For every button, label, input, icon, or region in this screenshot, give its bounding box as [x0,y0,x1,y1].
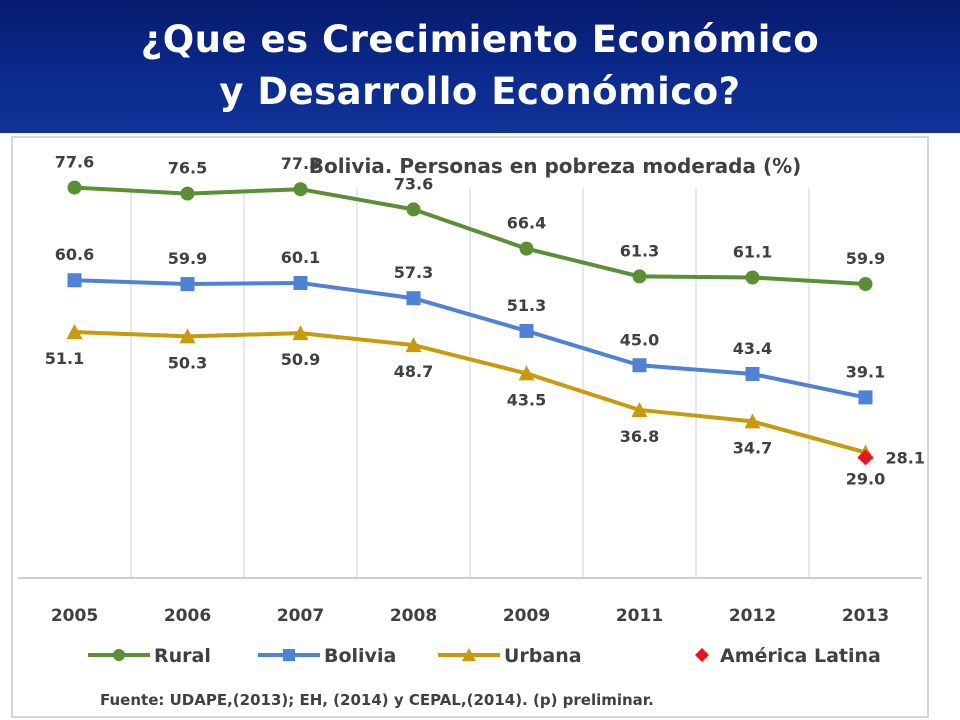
data-label: 77.6 [55,153,94,172]
data-label: 61.3 [620,241,659,260]
x-tick-label: 2012 [729,606,776,626]
x-axis-ticks: 2005 2006 2007 2008 2009 2011 2012 2013 [51,606,889,626]
x-tick-label: 2006 [164,606,211,626]
data-label: 34.7 [733,438,772,457]
data-point [518,365,535,381]
x-tick-label: 2011 [616,606,663,626]
data-point [632,269,647,284]
data-point [406,291,421,306]
data-point [519,323,534,338]
data-point [67,273,82,288]
legend-label: Urbana [504,645,582,667]
slide-title: ¿Que es Crecimiento Económico y Desarrol… [0,14,960,118]
data-point [283,649,295,661]
legend-label: Rural [154,645,211,667]
data-label: 36.8 [620,427,659,446]
data-label: 60.6 [55,245,94,264]
data-point [695,648,709,662]
series-rural: 77.6 76.5 77.3 73.6 66.4 61.3 61.1 59.9 [55,153,885,292]
data-point [632,358,647,373]
data-label: 48.7 [394,362,433,381]
data-label: 43.5 [507,390,546,409]
series-bolivia: 60.6 59.9 60.1 57.3 51.3 45.0 43.4 39.1 [55,245,885,405]
data-label: 59.9 [846,249,885,268]
x-tick-label: 2008 [390,606,437,626]
data-point [745,366,760,381]
series-layer: 77.6 76.5 77.3 73.6 66.4 61.3 61.1 59.9 60.6 59.9… [45,153,925,489]
x-tick-label: 2007 [277,606,324,626]
data-label: 61.1 [733,243,772,262]
data-label: 45.0 [620,330,659,349]
data-label: 50.9 [281,350,320,369]
data-label: 43.4 [733,339,772,358]
data-point [66,324,83,340]
data-label: 57.3 [394,263,433,282]
data-point [519,241,534,256]
series-line [72,278,868,400]
data-label: 51.3 [507,296,546,315]
data-label: 76.5 [168,159,207,178]
data-point [293,275,308,290]
data-label: 28.1 [886,448,925,467]
data-point [292,325,309,341]
poverty-line-chart: Bolivia. Personas en pobreza moderada (%… [11,136,929,718]
data-point [113,649,125,661]
data-label: 66.4 [507,214,546,233]
data-label: 29.0 [846,469,885,488]
data-label: 59.9 [168,249,207,268]
data-point [406,202,421,217]
data-point [405,337,422,353]
data-point [631,401,648,417]
data-label: 60.1 [281,248,320,267]
legend-item: Urbana [438,645,582,667]
data-point [180,277,195,292]
x-tick-label: 2005 [51,606,98,626]
chart-legend: Rural Bolivia Urbana América Latina [88,645,881,667]
x-tick-label: 2009 [503,606,550,626]
legend-label: Bolivia [324,645,396,667]
data-point [858,390,873,405]
x-tick-label: 2013 [842,606,889,626]
data-point [67,180,82,195]
data-label: 50.3 [168,353,207,372]
data-point [857,449,874,466]
data-label: 77.3 [281,154,320,173]
legend-item: América Latina [695,645,881,667]
data-point [462,648,476,661]
data-label: 51.1 [45,349,84,368]
series-am-rica-latina: 28.1 [857,448,925,467]
series-line [72,330,868,455]
data-point [180,186,195,201]
slide-title-line-2: y Desarrollo Económico? [219,70,741,113]
legend-item: Rural [88,645,211,667]
legend-label: América Latina [720,645,881,667]
source-note: Fuente: UDAPE,(2013); EH, (2014) y CEPAL… [100,691,654,709]
series-line [72,185,868,287]
chart-title: Bolivia. Personas en pobreza moderada (%… [309,154,802,178]
slide-title-line-1: ¿Que es Crecimiento Económico [140,18,820,61]
data-point [293,182,308,197]
legend-item: Bolivia [258,645,396,667]
data-point [179,328,196,344]
title-banner: ¿Que es Crecimiento Económico y Desarrol… [0,0,960,133]
data-label: 39.1 [846,362,885,381]
data-point [744,413,761,429]
data-label: 73.6 [394,174,433,193]
chart-grid [18,188,922,579]
data-point [858,277,873,292]
data-point [745,270,760,285]
